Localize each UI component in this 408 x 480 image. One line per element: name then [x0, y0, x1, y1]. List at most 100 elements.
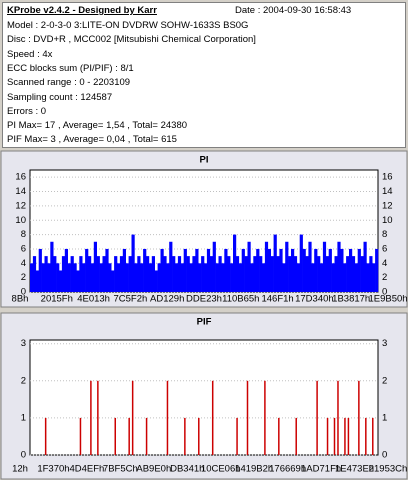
y-tick-label: 4	[21, 258, 26, 269]
bar	[85, 248, 89, 292]
y-tick-label-right: 14	[382, 186, 393, 197]
bar	[215, 263, 219, 292]
bar	[206, 248, 211, 292]
bar	[282, 263, 286, 292]
bar	[247, 241, 251, 292]
bar	[346, 256, 350, 292]
x-tick-label: 176669h	[269, 464, 306, 475]
bar	[177, 256, 182, 292]
y-tick-label: 1	[21, 412, 26, 423]
bar	[276, 256, 280, 292]
x-tick-label: 8Bh	[12, 294, 29, 305]
bar	[250, 263, 254, 292]
x-tick-label: 1AD71Fh	[301, 464, 341, 475]
bar	[285, 241, 289, 292]
bar	[212, 241, 216, 292]
bar	[235, 256, 240, 292]
bar	[186, 256, 190, 292]
x-tick-label: 1B3817h	[332, 294, 370, 305]
bar	[189, 263, 193, 292]
bar	[201, 256, 205, 292]
bar	[169, 241, 173, 292]
y-tick-label: 16	[15, 172, 26, 183]
bar	[38, 248, 42, 292]
x-tick-label: 1F370h	[37, 464, 69, 475]
bar	[259, 256, 263, 292]
bar	[172, 256, 176, 292]
bar	[183, 248, 187, 292]
y-tick-label-right: 2	[382, 272, 387, 283]
bar	[372, 263, 376, 292]
bar	[230, 263, 234, 292]
y-tick-label: 10	[15, 215, 26, 226]
info-line: Errors : 0	[7, 105, 47, 117]
bar	[143, 248, 147, 292]
bar	[122, 248, 126, 292]
date: Date : 2004-09-30 16:58:43	[235, 5, 352, 16]
x-tick-label: 2015Fh	[41, 294, 73, 305]
bar	[160, 248, 164, 292]
x-tick-label: AB9E0h	[136, 464, 171, 475]
info-panel: KProbe v2.4.2 - Designed by Karr Date : …	[2, 2, 406, 148]
bar	[227, 256, 231, 292]
y-tick-label-right: 8	[382, 229, 387, 240]
bar	[337, 241, 341, 292]
x-tick-label: AD129h	[150, 294, 184, 305]
bar	[119, 256, 124, 292]
bar	[322, 241, 327, 292]
y-tick-label: 8	[21, 229, 26, 240]
bar	[343, 263, 347, 292]
chart-title: PI	[200, 155, 209, 166]
bar	[146, 256, 150, 292]
y-tick-label: 3	[21, 338, 26, 349]
y-tick-label: 6	[21, 243, 26, 254]
x-tick-label: 21953Ch	[369, 464, 408, 475]
bar	[175, 263, 179, 292]
info-line: Model : 2-0-3-0 3:LITE-ON DVDRW SOHW-163…	[7, 20, 249, 31]
bar	[375, 248, 379, 292]
bar	[41, 263, 45, 292]
bar	[351, 256, 356, 292]
bar	[44, 256, 48, 292]
info-line: Sampling count : 124587	[7, 91, 113, 103]
bar	[82, 263, 86, 292]
bar	[114, 256, 118, 292]
bar	[79, 256, 83, 292]
info-line: PIF Max= 3 , Average= 0,04 , Total= 615	[7, 134, 177, 146]
bar	[366, 263, 370, 292]
x-tick-label: 110B65h	[222, 294, 259, 305]
bar	[363, 241, 367, 292]
y-tick-label-right: 3	[382, 338, 387, 349]
x-tick-label: 146F1h	[261, 294, 293, 305]
bar	[32, 256, 37, 292]
bar	[233, 234, 237, 292]
bar	[349, 248, 353, 292]
bar	[357, 248, 361, 292]
bar	[311, 263, 315, 292]
bar	[305, 256, 309, 292]
x-tick-label: 1E473Eh	[335, 464, 374, 475]
bar	[166, 263, 170, 292]
y-tick-label-right: 2	[382, 375, 387, 386]
bar	[105, 248, 109, 292]
bar	[308, 241, 312, 292]
bar	[148, 263, 153, 292]
bar	[102, 256, 106, 292]
y-tick-label-right: 16	[382, 172, 393, 183]
bar	[264, 241, 269, 292]
bar	[354, 263, 358, 292]
bar	[70, 256, 74, 292]
bar	[270, 256, 274, 292]
bar	[340, 248, 344, 292]
bar	[273, 234, 277, 292]
bar	[61, 256, 66, 292]
x-tick-label: 7BF5Ch	[103, 464, 138, 475]
y-tick-label-right: 0	[382, 287, 387, 298]
bar	[50, 241, 54, 292]
bar	[293, 256, 298, 292]
bar	[137, 256, 141, 292]
bar	[111, 270, 115, 292]
info-line: Disc : DVD+R , MCC002 [Mitsubishi Chemic…	[7, 34, 256, 46]
bar	[96, 256, 100, 292]
bar	[198, 263, 202, 292]
